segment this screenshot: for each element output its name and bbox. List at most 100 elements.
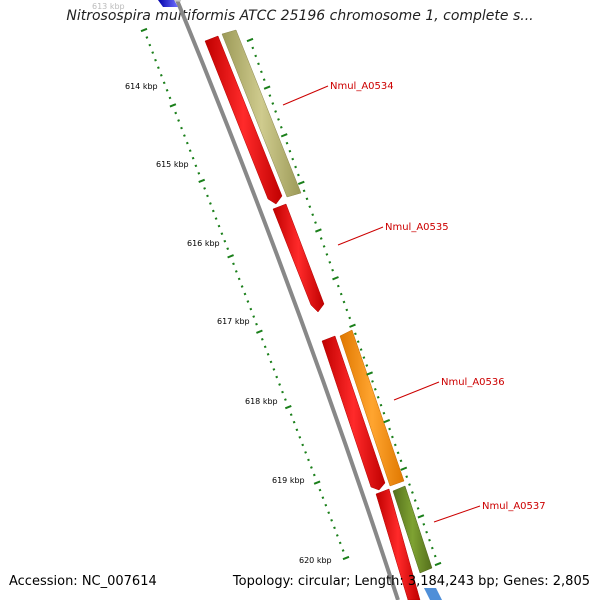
gene-label-a0534[interactable]: Nmul_A0534 — [330, 81, 394, 92]
outer-scale-tick — [391, 435, 394, 439]
outer-scale-tick — [268, 94, 272, 97]
outer-scale-tick — [294, 165, 297, 169]
inner-scale-tick — [217, 224, 221, 228]
inner-scale-tick — [335, 534, 339, 537]
outer-scale-tick — [359, 348, 363, 351]
outer-scale-tick — [311, 213, 315, 217]
inner-scale-tick — [194, 164, 198, 168]
inner-scale-tick — [151, 51, 155, 54]
outer-scale-tick — [430, 546, 434, 550]
outer-scale-tick — [417, 514, 425, 519]
inner-scale-tick — [341, 549, 345, 552]
outer-scale-tick — [422, 522, 426, 526]
kbp-label-619: 619 kbp — [272, 476, 305, 485]
inner-scale-tick — [162, 81, 166, 85]
inner-scale-tick — [330, 518, 333, 522]
inner-scale-tick — [342, 555, 350, 561]
outer-scale-tick — [314, 221, 317, 224]
outer-scale-tick — [400, 466, 408, 471]
outer-scale-tick — [416, 507, 420, 510]
outer-scale-tick — [319, 237, 323, 240]
outer-scale-tick — [322, 245, 326, 248]
cds-feature-0534[interactable] — [204, 35, 283, 205]
inner-scale-tick — [185, 141, 189, 145]
neighbor-gene-top[interactable] — [158, 0, 178, 7]
outer-scale-tick — [376, 395, 380, 399]
inner-scale-tick — [313, 480, 321, 485]
inner-scale-tick — [183, 134, 186, 137]
outer-scale-tick — [383, 418, 391, 424]
scale-ticks-outer — [246, 37, 442, 567]
inner-scale-tick — [240, 285, 244, 288]
inner-scale-tick — [168, 96, 172, 100]
inner-scale-tick — [206, 194, 209, 198]
scale-ticks-inner — [140, 27, 350, 561]
inner-scale-tick — [246, 300, 250, 303]
outer-scale-tick — [396, 451, 400, 455]
outer-scale-tick — [428, 538, 431, 542]
gene-nmul-a0537[interactable] — [392, 485, 433, 574]
inner-scale-tick — [289, 413, 293, 417]
inner-scale-tick — [234, 270, 238, 273]
inner-scale-tick — [243, 292, 247, 296]
outer-scale-tick — [279, 125, 283, 129]
outer-scale-tick — [336, 284, 340, 288]
inner-scale-tick — [159, 73, 163, 77]
outer-scale-tick — [371, 380, 374, 383]
inner-scale-tick — [298, 435, 302, 439]
outer-scale-tick — [399, 459, 403, 463]
label-leader-a0536 — [393, 381, 440, 401]
outer-scale-tick — [315, 228, 322, 233]
outer-scale-tick — [271, 102, 275, 105]
gene-nmul-a0534[interactable] — [221, 29, 302, 198]
outer-scale-tick — [297, 180, 305, 186]
gene-label-a0536[interactable]: Nmul_A0536 — [441, 377, 505, 388]
inner-scale-tick — [307, 458, 310, 462]
gene-label-a0537[interactable]: Nmul_A0537 — [482, 501, 546, 512]
inner-scale-tick — [145, 36, 149, 39]
neighbor-gene-bottom[interactable] — [424, 588, 442, 600]
outer-scale-tick — [339, 292, 343, 296]
inner-scale-tick — [327, 511, 331, 515]
inner-scale-tick — [174, 111, 178, 115]
kbp-label-616: 616 kbp — [187, 239, 220, 248]
inner-scale-tick — [177, 119, 180, 122]
outer-scale-tick — [366, 371, 373, 376]
outer-scale-tick — [297, 173, 300, 177]
inner-scale-tick — [165, 88, 169, 92]
outer-scale-tick — [433, 554, 437, 558]
cds-feature-0536[interactable] — [321, 335, 386, 491]
outer-scale-tick — [408, 483, 411, 486]
outer-scale-tick — [345, 308, 349, 312]
inner-scale-tick — [214, 217, 218, 220]
outer-scale-tick — [373, 387, 377, 391]
outer-scale-tick — [328, 260, 332, 264]
inner-scale-tick — [223, 239, 227, 243]
inner-scale-tick — [310, 466, 313, 469]
cds-feature-0535[interactable] — [272, 203, 325, 313]
outer-scale-tick — [413, 499, 417, 502]
outer-scale-tick — [362, 356, 366, 359]
kbp-label-620: 620 kbp — [299, 556, 332, 565]
inner-scale-tick — [256, 329, 263, 334]
cds-feature-0537[interactable] — [375, 488, 421, 600]
inner-scale-tick — [312, 473, 316, 477]
inner-scale-tick — [278, 383, 281, 386]
inner-scale-tick — [209, 202, 212, 205]
gene-label-a0535[interactable]: Nmul_A0535 — [385, 222, 449, 233]
label-leader-a0537 — [433, 505, 481, 523]
inner-scale-tick — [154, 58, 157, 62]
accession-text: Accession: NC_007614 — [9, 574, 157, 589]
inner-scale-tick — [148, 43, 152, 47]
outer-scale-tick — [354, 332, 357, 336]
kbp-label-618: 618 kbp — [245, 397, 278, 406]
inner-scale-tick — [321, 496, 325, 500]
inner-scale-tick — [140, 27, 148, 33]
inner-scale-tick — [211, 209, 215, 213]
inner-scale-tick — [281, 390, 284, 394]
inner-scale-tick — [318, 488, 322, 492]
chromosome-backbone — [175, 0, 400, 600]
gene-nmul-a0536[interactable] — [339, 329, 405, 487]
inner-scale-tick — [292, 420, 296, 424]
